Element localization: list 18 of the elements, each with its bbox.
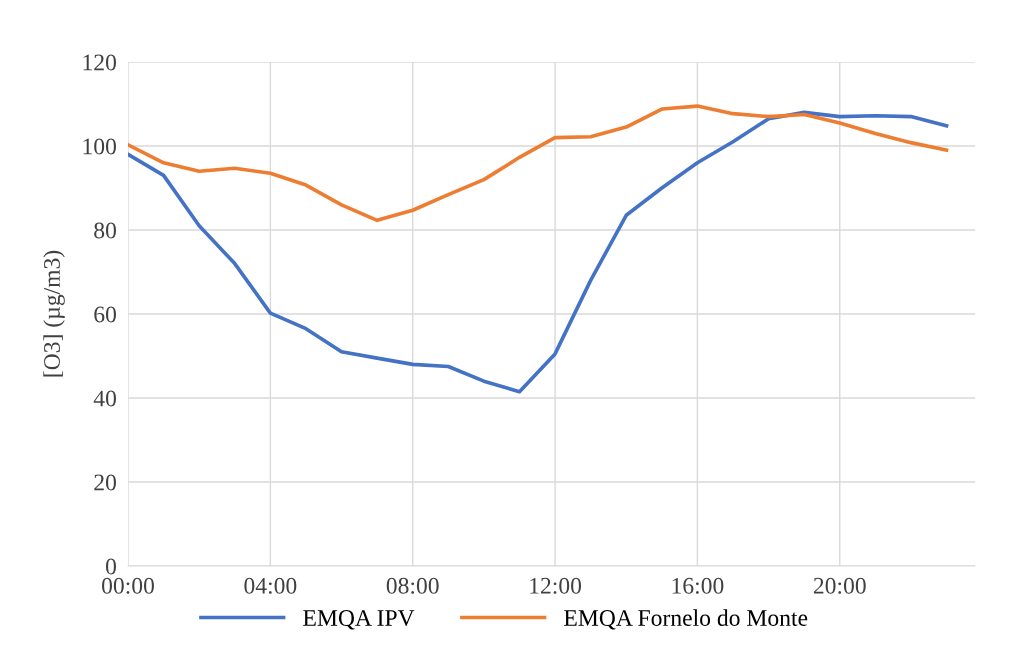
y-axis-title: [O3] (µg/m3) [43, 250, 65, 377]
y-tick-label: 0 [105, 558, 116, 575]
x-tick-label: 08:00 [386, 577, 439, 594]
y-tick-label: 100 [83, 138, 116, 155]
x-tick-label: 04:00 [244, 577, 297, 594]
y-tick-label: 120 [83, 54, 116, 71]
y-tick-label: 60 [94, 306, 116, 323]
y-tick-label: 40 [93, 390, 116, 407]
y-tick-label: 20 [94, 474, 116, 491]
x-tick-label: 00:00 [102, 577, 154, 594]
legend-label: EMQA IPV [303, 610, 415, 630]
line-series [128, 104, 949, 223]
line-series [128, 110, 949, 394]
x-tick-label: 16:00 [672, 577, 724, 594]
x-tick-label: 20:00 [813, 577, 866, 594]
y-tick-label: 80 [94, 222, 116, 239]
legend-label: EMQA Fornelo do Monte [564, 609, 808, 630]
x-tick-label: 12:00 [530, 577, 582, 594]
